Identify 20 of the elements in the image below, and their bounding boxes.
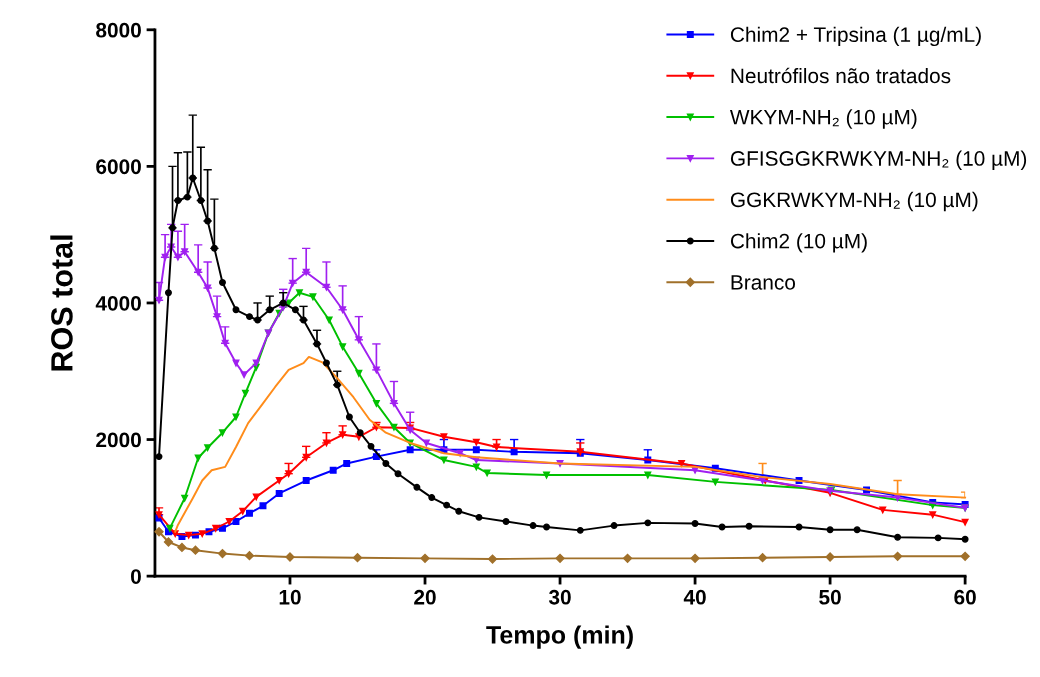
x-axis-title: Tempo (min) (486, 625, 633, 649)
x-tick-label: 10 (279, 589, 301, 605)
y-tick-label: 4000 (95, 295, 141, 311)
y-axis-title: ROS total (50, 235, 73, 371)
x-tick-label: 30 (548, 589, 571, 605)
y-tick-label: 2000 (96, 432, 141, 448)
legend-label: WKYM-NH₂ (10 µM) (729, 109, 917, 129)
y-tick-label: 6000 (96, 159, 141, 175)
legend-label: Chim2 (10 µM) (730, 233, 867, 253)
legend-label: GFISGGKRWKYM-NH₂ (10 µM) (730, 150, 1027, 170)
x-tick-label: 60 (954, 589, 976, 605)
x-tick-label: 50 (819, 589, 841, 605)
legend-label: Neutrófilos não tratados (731, 67, 951, 84)
y-tick-label: 8000 (96, 22, 141, 38)
legend-label: Chim2 + Tripsina (1 µg/mL) (730, 26, 981, 47)
x-tick-label: 20 (414, 589, 436, 605)
legend-label: GGKRWKYM-NH₂ (10 µM) (730, 191, 978, 212)
x-tick-label: 40 (683, 589, 706, 605)
legend-label: Branco (731, 275, 796, 290)
y-tick-label: 0 (131, 569, 141, 584)
